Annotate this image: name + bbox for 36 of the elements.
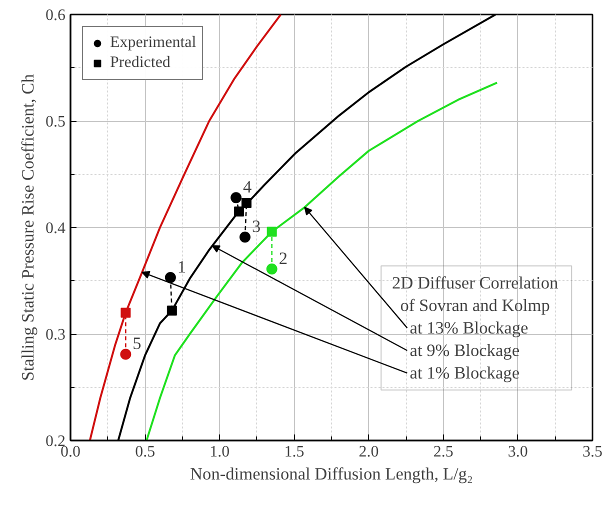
- point: [230, 192, 242, 204]
- y-tick-label: 0.5: [46, 114, 66, 130]
- x-axis-title: Non-dimensional Diffusion Length, L/g₂: [190, 464, 473, 484]
- annotation: 4: [243, 178, 252, 197]
- point: [120, 308, 131, 318]
- annotation: 1: [177, 258, 186, 277]
- y-axis-title: Stalling Static Pressure Rise Coefficient, Ch: [18, 74, 38, 381]
- point: [241, 198, 252, 208]
- point: [239, 232, 250, 243]
- annotation: 2D Diffuser Correlation: [392, 273, 558, 292]
- annotation: at 9% Blockage: [410, 341, 520, 360]
- annotation: 2: [278, 249, 288, 268]
- point: [266, 226, 277, 237]
- x-tick-label: 2.5: [433, 444, 454, 460]
- y-tick-label: 0.6: [46, 7, 66, 24]
- point: [120, 348, 132, 360]
- x-tick-label: 1.5: [284, 444, 304, 460]
- y-tick-label: 0.4: [46, 220, 66, 237]
- annotation: 5: [132, 334, 142, 354]
- point: [164, 272, 176, 284]
- point: [234, 206, 244, 217]
- y-tick-label: 0.3: [46, 326, 66, 344]
- x-tick-label: 2.0: [358, 444, 379, 460]
- point: [266, 264, 278, 275]
- annotation: at 1% Blockage: [410, 364, 520, 383]
- legend-label: Predicted: [110, 54, 170, 72]
- x-tick-label: 1.0: [210, 444, 230, 460]
- annotation: at 13% Blockage: [410, 318, 528, 338]
- x-tick-label: 0.5: [135, 444, 156, 460]
- point: [166, 306, 177, 316]
- x-tick-label: 3.0: [508, 444, 528, 460]
- annotation: 3: [252, 217, 261, 236]
- x-tick-label: 0.0: [60, 444, 80, 460]
- annotation: of Sovran and Kolmp: [400, 296, 550, 315]
- x-tick-label: 3.5: [582, 444, 602, 460]
- legend-label: Experimental: [110, 34, 196, 52]
